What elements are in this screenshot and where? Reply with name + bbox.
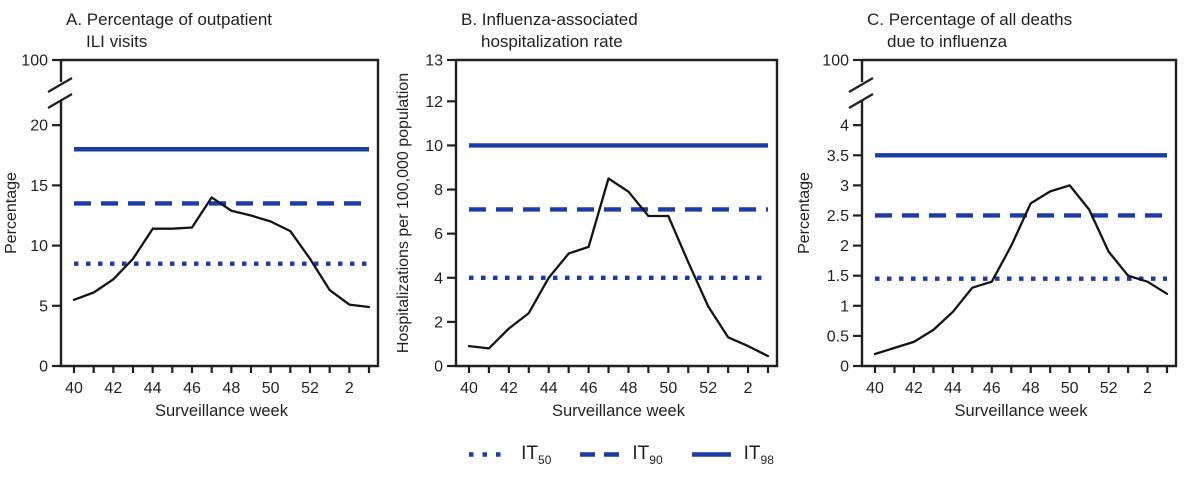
y-axis-title: Hospitalizations per 100,000 population bbox=[395, 73, 412, 353]
chart-panels-row: 0 5 10 15 20 100 40 42 44 46 48 50 52 2 Surveillance w… bbox=[3, 10, 1178, 420]
x-tick-label: 40 bbox=[866, 380, 884, 397]
y-tick-label: 0 bbox=[39, 359, 48, 376]
x-axis-title: Surveillance week bbox=[155, 402, 289, 420]
x-tick-label: 48 bbox=[222, 380, 240, 397]
x-tick-label: 42 bbox=[104, 380, 122, 397]
x-tick-label: 46 bbox=[580, 380, 598, 397]
y-tick-label: 3 bbox=[840, 178, 849, 195]
legend-item-it90: IT90 bbox=[578, 443, 663, 467]
x-tick-label: 44 bbox=[540, 380, 558, 397]
x-axis-title: Surveillance week bbox=[552, 402, 686, 420]
y-axis-top-label: 100 bbox=[822, 53, 849, 70]
x-tick-label: 2 bbox=[1143, 380, 1152, 397]
y-tick-label: 2.5 bbox=[827, 208, 849, 225]
y-tick-label: 10 bbox=[425, 138, 443, 155]
data-series-line bbox=[467, 177, 770, 358]
axis-break-icon bbox=[848, 93, 874, 109]
y-tick-label: 1 bbox=[840, 298, 849, 315]
y-tick-label: 15 bbox=[30, 178, 48, 195]
plot-border bbox=[860, 58, 1178, 368]
y-tick-label: 0 bbox=[840, 359, 849, 376]
legend-item-it50: IT50 bbox=[467, 444, 551, 466]
chart-panel-c-deaths: 0 0.5 1 1.5 2 2.5 3 3.5 4 100 40 42 44 46 48 50 52 2 Surve… bbox=[796, 10, 1178, 420]
axis-break-icon bbox=[47, 77, 73, 93]
x-tick-label: 48 bbox=[1022, 380, 1040, 397]
chart-panel-a-outpatient-ili: 0 5 10 15 20 100 40 42 44 46 48 50 52 2 Surveillance w… bbox=[3, 10, 380, 420]
x-tick-label: 50 bbox=[659, 380, 677, 397]
x-axis-title: Surveillance week bbox=[955, 402, 1089, 420]
plot-border bbox=[59, 58, 380, 368]
x-tick-label: 40 bbox=[65, 380, 83, 397]
x-tick-label: 40 bbox=[460, 380, 478, 397]
y-tick-label: 2 bbox=[840, 238, 849, 255]
panel-title-line1: B. Influenza-associated bbox=[461, 10, 638, 29]
plot-border bbox=[454, 58, 779, 368]
y-tick-label: 12 bbox=[425, 94, 443, 111]
axis-break-icon bbox=[848, 77, 874, 93]
y-tick-label: 4 bbox=[840, 118, 849, 135]
y-axis-top-label: 100 bbox=[21, 53, 48, 70]
legend-label-it90: IT90 bbox=[632, 443, 663, 467]
x-tick-label: 44 bbox=[144, 380, 162, 397]
legend-line-dashed-icon bbox=[580, 452, 620, 458]
data-series-line bbox=[873, 184, 1169, 356]
legend-line-dotted-icon bbox=[469, 452, 509, 458]
x-tick-label: 2 bbox=[345, 380, 354, 397]
legend-item-it98: IT98 bbox=[690, 444, 774, 466]
threshold-legend: IT50 IT90 IT98 bbox=[28, 444, 1185, 466]
y-tick-label: 6 bbox=[434, 226, 443, 243]
x-tick-label: 42 bbox=[905, 380, 923, 397]
y-tick-label: 4 bbox=[434, 270, 443, 287]
y-tick-label: 0 bbox=[434, 359, 443, 376]
y-tick-label: 0.5 bbox=[827, 328, 849, 345]
legend-label-it50: IT50 bbox=[521, 443, 552, 467]
y-tick-label: 1.5 bbox=[827, 268, 849, 285]
panel-title-line1: C. Percentage of all deaths bbox=[867, 10, 1072, 29]
x-tick-label: 52 bbox=[301, 380, 319, 397]
y-tick-label: 8 bbox=[434, 182, 443, 199]
x-tick-label: 52 bbox=[699, 380, 717, 397]
x-tick-label: 50 bbox=[1061, 380, 1079, 397]
panel-title-line1: A. Percentage of outpatient bbox=[66, 10, 272, 29]
x-tick-label: 52 bbox=[1100, 380, 1118, 397]
x-tick-label: 48 bbox=[620, 380, 638, 397]
x-tick-label: 46 bbox=[983, 380, 1001, 397]
panel-title-line2: due to influenza bbox=[887, 32, 1008, 51]
legend-line-solid-icon bbox=[691, 452, 731, 458]
y-axis-title: Percentage bbox=[796, 172, 813, 254]
data-series-line bbox=[72, 196, 371, 309]
y-tick-label: 5 bbox=[39, 298, 48, 315]
x-tick-label: 2 bbox=[744, 380, 753, 397]
y-axis-top-label: 13 bbox=[425, 53, 443, 70]
y-tick-label: 2 bbox=[434, 314, 443, 331]
x-tick-label: 44 bbox=[944, 380, 962, 397]
y-tick-label: 20 bbox=[30, 118, 48, 135]
legend-label-it98: IT98 bbox=[743, 443, 774, 467]
y-tick-label: 3.5 bbox=[827, 148, 849, 165]
panel-title-line2: hospitalization rate bbox=[481, 32, 623, 51]
y-axis-title: Percentage bbox=[3, 172, 20, 254]
x-tick-label: 42 bbox=[500, 380, 518, 397]
x-tick-label: 50 bbox=[262, 380, 280, 397]
panel-title-line2: ILI visits bbox=[86, 32, 147, 51]
x-tick-label: 46 bbox=[183, 380, 201, 397]
axis-break-icon bbox=[47, 93, 73, 109]
y-tick-label: 10 bbox=[30, 238, 48, 255]
